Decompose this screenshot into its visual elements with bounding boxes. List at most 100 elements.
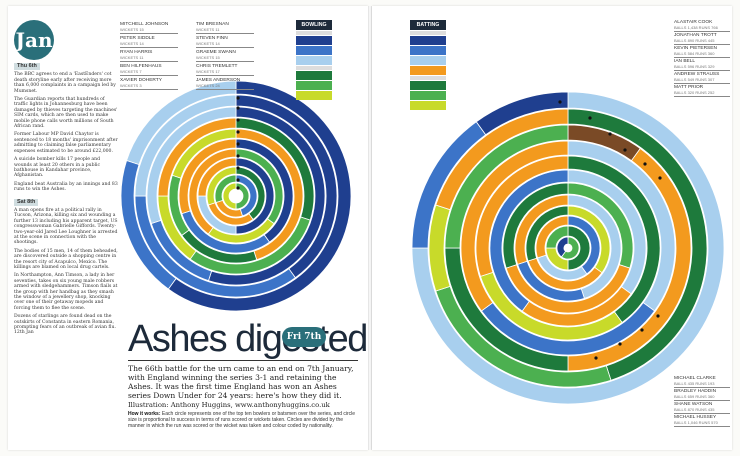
- batsman-stat: Balls 320 Runs 252: [674, 90, 715, 96]
- batsman-name: Jonathan Trott: [674, 33, 717, 38]
- key-swatch: [296, 36, 332, 45]
- batsman-stat: Balls 549 Runs 307: [674, 77, 715, 83]
- news-item: Former Labour MP David Chaytor is senten…: [14, 132, 118, 154]
- label-marker: [236, 118, 240, 122]
- leader-line: [674, 70, 730, 71]
- ring-segment: [444, 124, 569, 249]
- bowler-name: Peter Siddle: [120, 36, 155, 41]
- batsman-label: Ian Bell Balls 596 Runs 329: [674, 59, 714, 69]
- bowler-label: Ryan Harris Wickets 11: [120, 50, 152, 60]
- batsman-name: Matt Prior: [674, 85, 704, 90]
- bowler-stat: Wickets 11: [120, 55, 144, 61]
- batsman-stat: Balls 1,438 Runs 766: [674, 25, 718, 31]
- news-item: The BBC agrees to end a 'EastEnders' cot…: [14, 72, 116, 94]
- label-marker: [236, 96, 240, 100]
- batsman-name: Ian Bell: [674, 59, 696, 64]
- batsman-name: Kevin Pietersen: [674, 46, 717, 51]
- news-column: Thu 6th The BBC agrees to end a 'EastEnd…: [14, 60, 118, 339]
- bowler-name: Ryan Harris: [120, 50, 153, 55]
- bowler-name: Tim Bresnan: [196, 22, 229, 27]
- label-marker: [558, 100, 562, 104]
- key-swatch: [410, 81, 446, 90]
- bowler-label: Chris Tremlett Wickets 17: [196, 64, 238, 74]
- ring-segment: [188, 148, 237, 235]
- ring-segment: [460, 140, 569, 312]
- leader-line: [120, 33, 178, 34]
- bowler-stat: Wickets 7: [120, 69, 142, 75]
- leader-line: [674, 31, 730, 32]
- illustration-credit: Illustration: Anthony Huggins, www.antho…: [128, 401, 330, 409]
- key-swatch: [410, 46, 446, 55]
- label-marker: [658, 176, 662, 180]
- leader-line: [674, 426, 730, 427]
- batsman-stat: Balls 584 Runs 360: [674, 51, 715, 57]
- bowling-key-title: BOWLING: [296, 20, 332, 30]
- batting-key-title: BATTING: [410, 20, 446, 30]
- bowler-stat: Wickets 14: [120, 41, 144, 47]
- bowler-label: Xavier Doherty Wickets 3: [120, 78, 162, 88]
- intro-text: The 66th battle for the urn came to an e…: [128, 364, 354, 400]
- label-marker: [236, 166, 240, 170]
- month-badge: Jan: [14, 20, 54, 60]
- leader-line: [120, 47, 178, 48]
- ring-segment: [435, 108, 569, 211]
- leader-line: [674, 400, 730, 401]
- ring-segment: [222, 182, 237, 210]
- ring-segment: [560, 236, 580, 260]
- label-marker: [656, 314, 660, 318]
- headline: Ashes digested: [128, 318, 368, 360]
- key-swatch: [410, 91, 446, 100]
- ring-segment: [475, 155, 569, 277]
- ring-segment: [556, 236, 569, 258]
- batsman-name: Shane Watson: [674, 402, 713, 407]
- bowler-label: Mitchell Johnson Wickets 15: [120, 22, 168, 32]
- leader-line: [674, 387, 730, 388]
- ring-segment: [545, 225, 569, 249]
- ring-segment: [489, 169, 569, 312]
- label-marker: [236, 154, 240, 158]
- batsman-label: Michael Clarke Balls 435 Runs 193: [674, 376, 716, 386]
- key-swatch: [296, 56, 332, 65]
- ring-segment: [514, 194, 569, 265]
- leader-line: [674, 413, 730, 414]
- bowler-label: Graeme Swann Wickets 15: [196, 50, 236, 60]
- news-item: Dozens of starlings are found dead on th…: [14, 314, 116, 336]
- batsman-label: Kevin Pietersen Balls 584 Runs 360: [674, 46, 717, 56]
- label-marker: [643, 162, 647, 166]
- label-marker: [236, 106, 240, 110]
- bowler-name: Graeme Swann: [196, 50, 236, 55]
- how-title: How it works:: [128, 411, 161, 417]
- batting-radial-chart: [411, 91, 725, 405]
- key-label-bar: [296, 66, 332, 70]
- bowler-label: Peter Siddle Wickets 14: [120, 36, 155, 46]
- batsman-name: Andrew Strauss: [674, 72, 720, 77]
- ring-segment: [134, 94, 237, 197]
- leader-line: [196, 33, 254, 34]
- news-item: In Northampton, Ann Timson, a lady in he…: [14, 273, 118, 311]
- how-text: Each circle represents one of the top te…: [128, 411, 356, 429]
- leader-line: [196, 89, 254, 90]
- bowler-name: Chris Tremlett: [196, 64, 238, 69]
- divider: [128, 360, 358, 361]
- label-marker: [236, 142, 240, 146]
- leader-line: [120, 89, 178, 90]
- label-marker: [236, 186, 240, 190]
- label-marker: [588, 116, 592, 120]
- news-date-1: Thu 6th: [14, 63, 40, 71]
- label-marker: [608, 132, 612, 136]
- key-swatch: [410, 56, 446, 65]
- batsman-label: Andrew Strauss Balls 549 Runs 307: [674, 72, 719, 82]
- batsman-stat: Balls 435 Runs 193: [674, 381, 715, 387]
- bowler-stat: Wickets 3: [120, 83, 142, 89]
- page-gutter: [368, 6, 372, 450]
- bowler-stat: Wickets 17: [196, 69, 220, 75]
- bowler-stat: Wickets 11: [196, 27, 220, 33]
- batting-key: BATTING: [410, 20, 446, 110]
- bowler-label: James Anderson Wickets 24: [196, 78, 240, 88]
- bowler-name: Xavier Doherty: [120, 78, 162, 83]
- ring-segment: [475, 91, 569, 136]
- bowler-stat: Wickets 15: [120, 27, 144, 33]
- bowler-stat: Wickets 14: [196, 41, 220, 47]
- label-marker: [236, 130, 240, 134]
